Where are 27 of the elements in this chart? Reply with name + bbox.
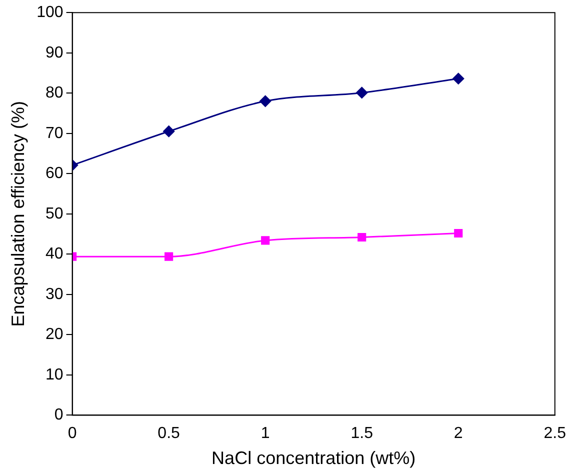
y-tick-label: 90: [46, 44, 64, 62]
y-tick-label: 60: [46, 165, 64, 182]
x-tick-label: 0.5: [158, 425, 180, 442]
y-tick-label: 70: [46, 124, 64, 142]
y-tick-label: 20: [46, 326, 64, 344]
y-tick-label: 0: [54, 406, 64, 424]
point: [356, 86, 368, 98]
y-tick-label: 80: [46, 84, 64, 102]
point: [260, 95, 272, 107]
x-axis-title: NaCl concentration (wt%): [212, 448, 416, 468]
x-tick-label: 1.5: [350, 425, 374, 442]
x-tick-label: 2: [454, 425, 463, 442]
y-tick-label: 100: [36, 4, 64, 22]
point: [261, 236, 270, 245]
point: [163, 126, 175, 138]
x-tick-label: 1: [260, 425, 270, 442]
point: [454, 228, 463, 238]
x-tick-label: 2.5: [544, 425, 566, 442]
y-tick-label: 10: [46, 366, 64, 384]
y-axis-title: Encapsulation efficiency (%): [8, 101, 28, 327]
x-tick-label: 0: [68, 425, 77, 442]
point: [452, 72, 464, 84]
point: [164, 252, 174, 261]
point: [358, 232, 366, 242]
y-tick-label: 40: [46, 246, 64, 263]
y-tick-label: 30: [46, 286, 64, 303]
y-tick-label: 50: [46, 205, 64, 222]
